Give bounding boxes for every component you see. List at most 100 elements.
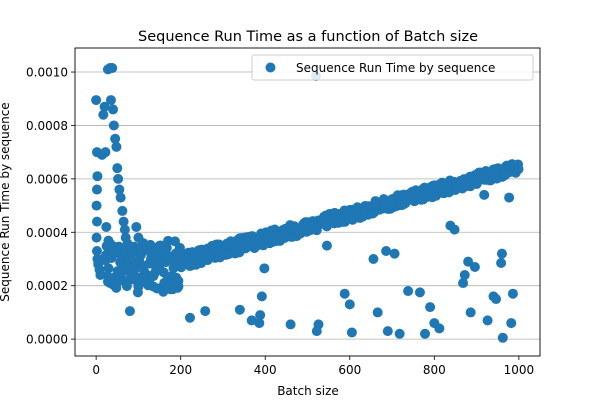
data-point	[463, 256, 474, 267]
data-point	[112, 163, 123, 174]
data-point	[469, 262, 480, 273]
x-tick-label: 1000	[504, 363, 535, 377]
data-point-band	[513, 164, 524, 175]
y-tick-label: 0.0004	[26, 226, 68, 240]
data-point	[131, 221, 142, 232]
data-point	[124, 306, 135, 317]
data-point	[368, 253, 379, 264]
data-point	[381, 245, 392, 256]
legend: Sequence Run Time by sequence	[251, 54, 534, 81]
data-point	[491, 294, 502, 305]
x-tick-label: 600	[338, 363, 361, 377]
y-tick-label: 0.0010	[26, 66, 68, 80]
data-point	[372, 307, 383, 318]
data-point	[110, 133, 121, 144]
chart-title: Sequence Run Time as a function of Batch…	[138, 29, 478, 45]
data-point	[91, 184, 102, 195]
y-tick-label: 0.0008	[26, 119, 68, 133]
data-point	[91, 216, 102, 227]
y-axis: 0.0000 0.0002 0.0004 0.0006 0.0008 0.0010	[26, 66, 75, 347]
data-point	[394, 328, 405, 339]
data-point	[107, 63, 118, 74]
data-point	[92, 171, 103, 182]
data-point	[339, 288, 350, 299]
data-point	[120, 232, 131, 243]
data-point	[414, 287, 425, 298]
data-point	[420, 328, 431, 339]
data-point	[346, 327, 357, 338]
data-point	[114, 184, 125, 195]
data-point	[200, 306, 211, 317]
data-point	[382, 326, 393, 337]
y-tick-label: 0.0002	[26, 279, 68, 293]
data-points	[91, 63, 524, 343]
data-point	[115, 192, 126, 203]
data-point	[234, 304, 245, 315]
data-point-band	[133, 281, 144, 292]
data-point	[118, 216, 129, 227]
data-point	[459, 270, 470, 281]
data-point	[465, 307, 476, 318]
data-point	[259, 263, 270, 274]
data-point	[254, 318, 265, 329]
data-point-band	[173, 275, 184, 286]
data-point	[285, 319, 296, 330]
y-tick-label: 0.0000	[26, 333, 68, 347]
data-point	[95, 270, 106, 281]
data-point	[449, 224, 460, 235]
y-tick-label: 0.0006	[26, 172, 68, 186]
data-point	[425, 302, 436, 313]
data-point	[105, 95, 116, 106]
data-point	[184, 312, 195, 323]
legend-marker	[265, 62, 276, 73]
data-point	[482, 315, 493, 326]
x-tick-label: 800	[423, 363, 446, 377]
legend-label: Sequence Run Time by sequence	[296, 61, 495, 75]
data-point	[113, 173, 124, 184]
data-point	[91, 200, 102, 211]
data-point	[479, 189, 490, 200]
data-point	[91, 95, 102, 106]
data-point	[246, 315, 257, 326]
y-axis-label: Sequence Run Time by sequence	[0, 102, 12, 301]
data-point	[108, 120, 119, 131]
x-axis: 0 200 400 600 800 1000	[92, 356, 534, 377]
x-tick-label: 0	[92, 363, 100, 377]
data-point	[321, 240, 332, 251]
data-point	[434, 323, 445, 334]
data-point	[124, 253, 135, 264]
data-point	[100, 147, 111, 158]
data-point-band	[103, 263, 114, 274]
x-tick-label: 400	[254, 363, 277, 377]
data-point	[117, 205, 128, 216]
data-point	[506, 318, 517, 329]
data-point	[101, 221, 112, 232]
data-point	[458, 278, 469, 289]
data-point	[344, 299, 355, 310]
data-point	[154, 259, 165, 270]
data-point	[507, 288, 518, 299]
data-point	[91, 232, 102, 243]
x-axis-label: Batch size	[277, 384, 339, 398]
data-point	[108, 104, 119, 115]
data-point	[256, 291, 267, 302]
data-point	[91, 245, 102, 256]
data-point	[403, 286, 414, 297]
data-point	[122, 240, 133, 251]
plot-frame	[74, 47, 541, 357]
data-point	[496, 258, 507, 269]
data-point	[255, 310, 266, 321]
data-point	[163, 272, 173, 283]
legend-box	[251, 54, 534, 81]
x-tick-label: 200	[169, 363, 192, 377]
data-point	[98, 109, 109, 120]
data-point	[311, 326, 322, 337]
data-point	[99, 101, 110, 112]
data-point	[504, 192, 515, 203]
data-point	[119, 224, 130, 235]
data-point	[496, 248, 507, 259]
data-point	[389, 248, 400, 259]
data-point	[128, 270, 139, 281]
data-point	[497, 332, 508, 343]
